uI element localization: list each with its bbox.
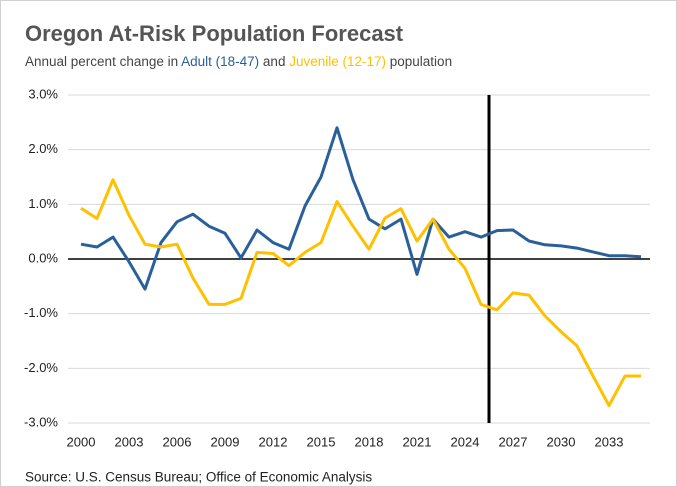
y-tick-label: 2.0% <box>28 141 58 156</box>
x-tick-label: 2012 <box>259 434 288 449</box>
x-tick-label: 2027 <box>499 434 528 449</box>
chart-title: Oregon At-Risk Population Forecast <box>25 21 404 46</box>
x-tick-label: 2021 <box>403 434 432 449</box>
y-tick-label: 0.0% <box>28 250 58 265</box>
subtitle-part: Adult (18-47) <box>181 54 259 69</box>
series-line <box>80 126 642 291</box>
y-tick-label: -3.0% <box>24 414 58 429</box>
x-tick-label: 2033 <box>595 434 624 449</box>
subtitle-part: population <box>386 54 452 69</box>
x-tick-label: 2006 <box>163 434 192 449</box>
subtitle-part: Juvenile (12-17) <box>289 54 386 69</box>
source-note: Source: U.S. Census Bureau; Office of Ec… <box>25 470 372 485</box>
chart-subtitle: Annual percent change in Adult (18-47) a… <box>25 54 452 69</box>
x-tick-label: 2018 <box>355 434 384 449</box>
series-line <box>80 178 641 407</box>
x-tick-label: 2030 <box>547 434 576 449</box>
y-tick-label: 3.0% <box>28 86 58 101</box>
x-tick-label: 2000 <box>67 434 96 449</box>
y-tick-label: -2.0% <box>24 360 58 375</box>
x-tick-label: 2015 <box>307 434 336 449</box>
subtitle-part: and <box>259 54 289 69</box>
y-tick-label: -1.0% <box>24 305 58 320</box>
x-tick-label: 2009 <box>211 434 240 449</box>
y-tick-label: 1.0% <box>28 196 58 211</box>
subtitle-part: Annual percent change in <box>25 54 181 69</box>
x-tick-label: 2024 <box>451 434 480 449</box>
x-tick-label: 2003 <box>115 434 144 449</box>
